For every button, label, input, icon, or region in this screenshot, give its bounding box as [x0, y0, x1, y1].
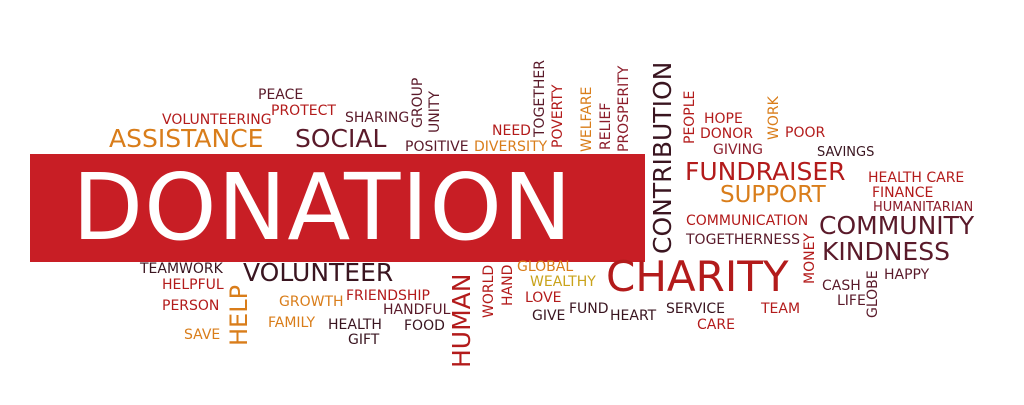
word-donor: DONOR — [700, 126, 754, 142]
word-food: FOOD — [404, 318, 445, 334]
word-welfare: WELFARE — [579, 86, 595, 152]
word-protect: PROTECT — [271, 103, 336, 119]
word-support: SUPPORT — [720, 182, 826, 208]
word-helpful: HELPFUL — [162, 277, 224, 293]
word-communication: COMMUNICATION — [686, 213, 809, 229]
word-together: TOGETHER — [532, 60, 548, 137]
donation-banner — [30, 154, 645, 262]
word-life: LIFE — [837, 293, 866, 309]
word-give: GIVE — [532, 308, 566, 324]
word-health-care: HEALTH CARE — [868, 170, 965, 186]
word-relief: RELIEF — [598, 102, 614, 150]
word-teamwork: TEAMWORK — [140, 261, 223, 277]
word-positive: POSITIVE — [405, 139, 469, 155]
word-handful: HANDFUL — [383, 302, 451, 318]
word-contribution: CONTRIBUTION — [648, 61, 677, 254]
word-savings: SAVINGS — [817, 145, 875, 160]
word-world: WORLD — [481, 264, 497, 318]
word-family: FAMILY — [268, 315, 316, 331]
word-love: LOVE — [525, 290, 562, 306]
word-poverty: POVERTY — [550, 84, 566, 148]
word-heart: HEART — [610, 308, 657, 324]
word-save: SAVE — [184, 327, 221, 343]
word-community: COMMUNITY — [819, 211, 975, 240]
word-giving: GIVING — [713, 142, 764, 158]
word-kindness: KINDNESS — [822, 237, 950, 266]
word-finance: FINANCE — [872, 185, 934, 201]
word-money: MONEY — [802, 233, 818, 284]
word-fundraiser: FUNDRAISER — [685, 157, 846, 186]
word-global: GLOBAL — [517, 259, 574, 275]
word-fund: FUND — [569, 301, 609, 317]
word-cash: CASH — [822, 278, 861, 294]
word-people: PEOPLE — [682, 90, 698, 144]
word-happy: HAPPY — [884, 267, 930, 283]
word-globe: GLOBE — [865, 270, 881, 318]
word-peace: PEACE — [258, 87, 304, 103]
word-volunteer: VOLUNTEER — [243, 258, 394, 287]
word-prosperity: PROSPERITY — [616, 65, 632, 152]
word-poor: POOR — [785, 125, 826, 141]
word-service: SERVICE — [666, 301, 726, 317]
word-help: HELP — [225, 284, 253, 346]
word-charity: CHARITY — [606, 252, 789, 301]
word-work: WORK — [766, 96, 782, 140]
word-hope: HOPE — [704, 111, 743, 127]
word-health: HEALTH — [328, 317, 382, 333]
word-hand: HAND — [500, 264, 516, 306]
word-diversity: DIVERSITY — [474, 139, 548, 155]
word-friendship: FRIENDSHIP — [346, 288, 430, 304]
word-person: PERSON — [162, 298, 220, 314]
word-humanitarian: HUMANITARIAN — [873, 200, 974, 215]
donation-word: DONATION — [72, 154, 573, 261]
word-togetherness: TOGETHERNESS — [686, 232, 801, 248]
word-assistance: ASSISTANCE — [109, 124, 264, 153]
word-need: NEED — [492, 123, 531, 139]
word-sharing: SHARING — [345, 110, 410, 126]
word-human: HUMAN — [447, 273, 476, 368]
word-care: CARE — [697, 317, 735, 333]
word-social: SOCIAL — [295, 124, 387, 153]
word-growth: GROWTH — [279, 294, 344, 310]
word-team: TEAM — [761, 301, 801, 317]
word-gift: GIFT — [348, 332, 380, 348]
word-wealthy: WEALTHY — [530, 274, 596, 290]
word-volunteering: VOLUNTEERING — [162, 112, 272, 128]
word-unity: UNITY — [427, 91, 443, 133]
word-group: GROUP — [410, 77, 426, 128]
